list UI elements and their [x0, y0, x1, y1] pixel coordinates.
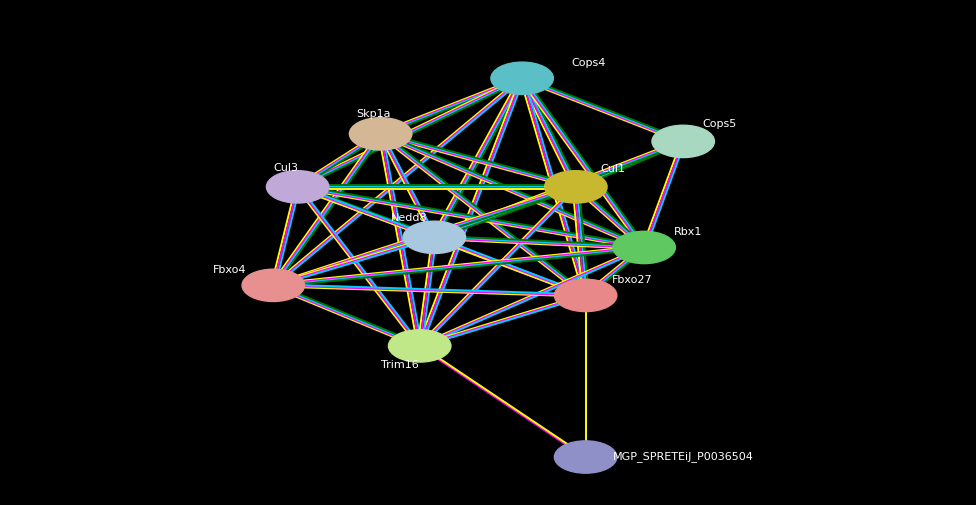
- Circle shape: [266, 171, 329, 203]
- Text: Cul1: Cul1: [600, 164, 626, 174]
- Circle shape: [545, 171, 607, 203]
- Circle shape: [554, 441, 617, 473]
- Text: Nedd8: Nedd8: [390, 213, 427, 223]
- Text: Fbxo4: Fbxo4: [213, 265, 246, 275]
- Text: Skp1a: Skp1a: [356, 109, 390, 119]
- Text: Rbx1: Rbx1: [673, 227, 702, 237]
- Text: Cops4: Cops4: [571, 58, 605, 68]
- Circle shape: [652, 125, 714, 158]
- Circle shape: [349, 118, 412, 150]
- Text: Fbxo27: Fbxo27: [612, 275, 653, 285]
- Text: Trim16: Trim16: [381, 360, 419, 370]
- Text: MGP_SPRETEiJ_P0036504: MGP_SPRETEiJ_P0036504: [613, 451, 753, 463]
- Text: Cul3: Cul3: [273, 163, 299, 173]
- Circle shape: [403, 221, 466, 254]
- Circle shape: [554, 279, 617, 312]
- Text: Cops5: Cops5: [703, 119, 737, 129]
- Circle shape: [242, 269, 305, 301]
- Circle shape: [388, 330, 451, 362]
- Circle shape: [613, 231, 675, 264]
- Circle shape: [491, 62, 553, 94]
